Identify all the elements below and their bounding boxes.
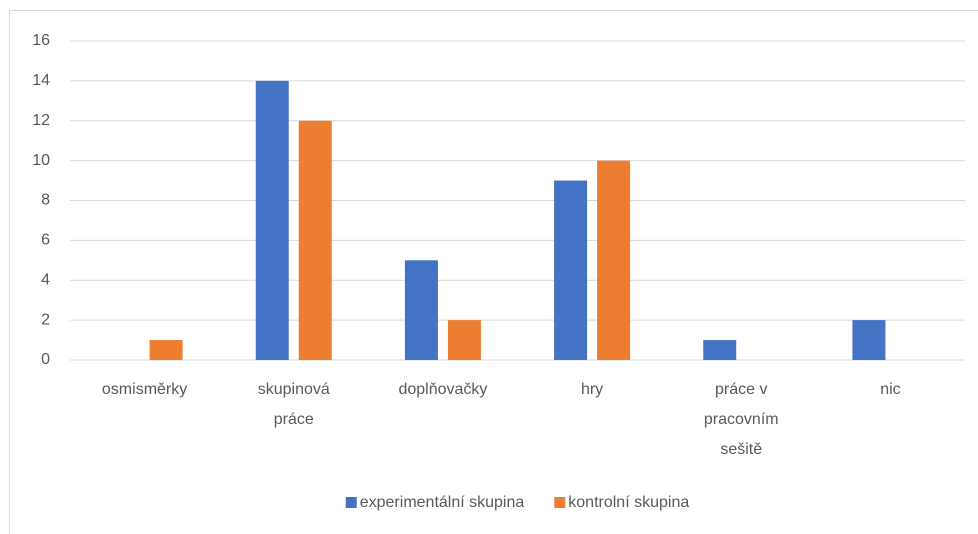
y-tick-label: 12 [32, 112, 50, 129]
bar [404, 260, 438, 360]
bar [554, 180, 588, 360]
legend-label: experimentální skupina [360, 494, 525, 511]
x-tick-label: osmisměrky [102, 381, 187, 398]
x-tick-label: skupinová práce [258, 381, 330, 428]
y-tick-label: 16 [32, 32, 50, 49]
y-tick-label: 0 [41, 351, 50, 368]
bar [597, 160, 631, 360]
y-tick-label: 10 [32, 152, 50, 169]
bar [852, 320, 886, 360]
bar [703, 340, 737, 360]
x-tick-label: doplňovačky [398, 381, 487, 398]
legend-label: kontrolní skupina [568, 494, 689, 511]
bar [447, 320, 481, 360]
y-tick-label: 4 [41, 271, 50, 288]
y-tick-label: 8 [41, 192, 50, 209]
y-tick-label: 2 [41, 311, 50, 328]
bar [298, 120, 332, 360]
bar [149, 340, 183, 360]
x-tick-label: hry [581, 381, 603, 398]
x-tick-label: práce v pracovním sešitě [704, 381, 779, 458]
bar [255, 80, 289, 360]
y-tick-label: 6 [41, 232, 50, 249]
chart-border [9, 10, 978, 534]
x-tick-label: nic [880, 381, 900, 398]
legend-swatch [554, 497, 566, 508]
y-tick-label: 14 [32, 72, 50, 89]
legend-swatch [345, 497, 357, 508]
